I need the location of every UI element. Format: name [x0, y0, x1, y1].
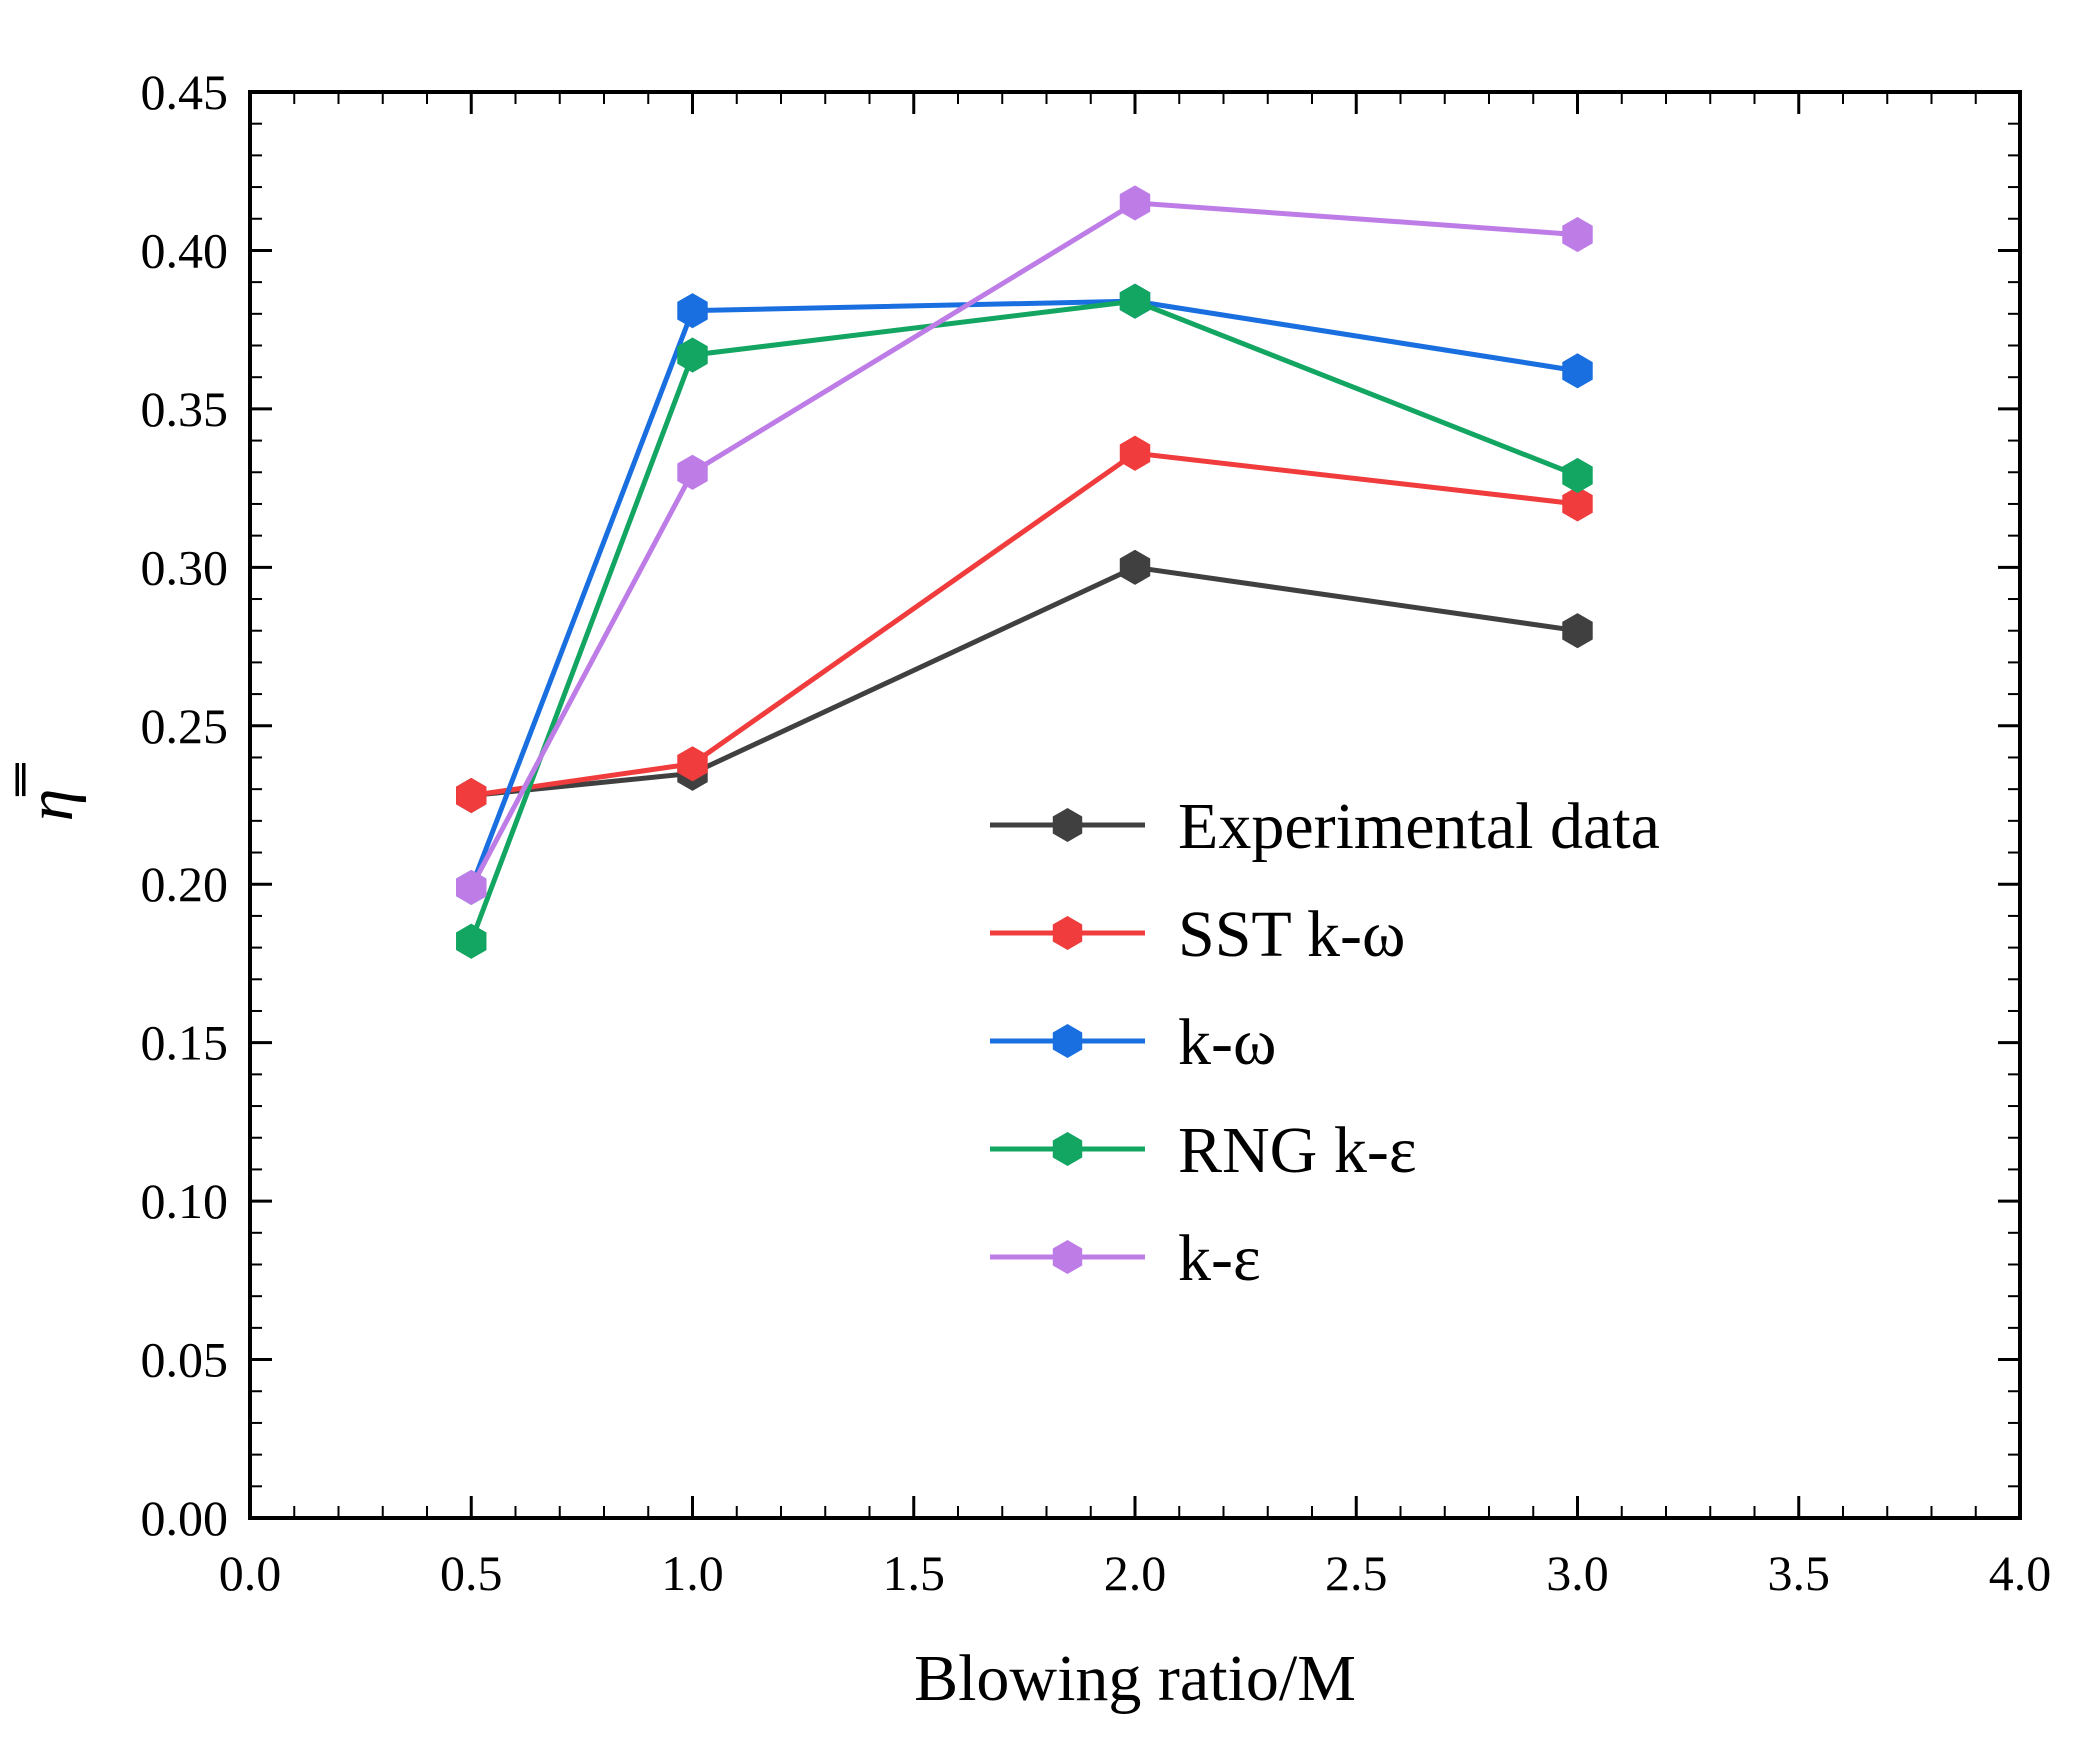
data-point	[677, 746, 708, 782]
y-tick-label: 0.25	[141, 698, 229, 754]
legend-item: k-ε	[990, 1222, 1261, 1295]
data-point	[1562, 353, 1593, 389]
legend-label: k-ε	[1178, 1222, 1261, 1295]
y-axis-label: η̿	[14, 763, 87, 822]
data-point	[1119, 185, 1151, 221]
y-tick-label: 0.40	[141, 222, 229, 278]
y-tick-label: 0.35	[141, 381, 229, 437]
y-tick-label: 0.45	[141, 64, 229, 120]
x-tick-label: 1.5	[883, 1545, 946, 1601]
legend-marker	[1052, 1132, 1083, 1166]
data-point	[1562, 457, 1593, 494]
x-tick-label: 3.0	[1546, 1545, 1609, 1601]
series-line	[468, 298, 1579, 943]
series-line	[470, 450, 1578, 798]
y-tick-label: 0.30	[141, 539, 229, 595]
legend-label: Experimental data	[1178, 790, 1660, 863]
y-tick-label: 0.10	[141, 1173, 229, 1229]
data-point	[1119, 283, 1151, 319]
legend-item: SST k-ω	[990, 898, 1405, 971]
x-tick-label: 1.0	[661, 1545, 724, 1601]
x-tick-label: 2.5	[1325, 1545, 1388, 1601]
x-tick-label: 2.0	[1104, 1545, 1167, 1601]
data-point	[1119, 549, 1151, 585]
series-1	[456, 435, 1593, 814]
legend-item: Experimental data	[990, 790, 1660, 863]
series-line	[469, 200, 1578, 889]
data-point	[677, 454, 708, 490]
tick-labels: 0.0 0.5 1.0 1.5 2.0 2.5 3.0 3.5 4.0 0.00 0.05 0.10 0…	[141, 64, 2052, 1601]
data-point	[456, 777, 487, 814]
series-line	[468, 298, 1578, 889]
x-tick-label: 4.0	[1989, 1545, 2052, 1601]
legend-label: RNG k-ε	[1178, 1114, 1417, 1187]
y-tick-label: 0.05	[141, 1332, 229, 1388]
x-tick-label: 0.5	[440, 1545, 503, 1601]
x-tick-label: 3.5	[1768, 1545, 1831, 1601]
legend-label: SST k-ω	[1178, 898, 1405, 971]
legend-marker	[1052, 808, 1083, 842]
data-point	[456, 869, 487, 905]
data-point	[677, 337, 708, 373]
series-3	[456, 283, 1593, 959]
series-layer	[456, 185, 1593, 959]
data-point	[456, 923, 487, 959]
legend: Experimental data SST k-ω k-ω RNG k-ε k-ε	[990, 790, 1660, 1295]
plot-frame	[248, 90, 2022, 1520]
legend-marker	[1052, 1024, 1083, 1058]
y-tick-label: 0.20	[141, 856, 229, 912]
x-tick-label: 0.0	[219, 1545, 282, 1601]
legend-item: k-ω	[990, 1006, 1276, 1079]
legend-marker	[1052, 1240, 1083, 1274]
y-tick-label: 0.00	[141, 1490, 229, 1546]
data-point	[1562, 217, 1593, 253]
series-4	[456, 185, 1593, 905]
legend-item: RNG k-ε	[990, 1114, 1417, 1187]
legend-label: k-ω	[1178, 1006, 1276, 1079]
x-axis-label: Blowing ratio/M	[914, 1642, 1356, 1715]
data-point	[1119, 435, 1151, 471]
data-point	[1562, 486, 1593, 522]
data-point	[1562, 613, 1593, 649]
data-point	[677, 293, 708, 329]
y-tick-label: 0.15	[141, 1015, 229, 1071]
series-line	[471, 564, 1578, 798]
legend-marker	[1052, 916, 1083, 950]
